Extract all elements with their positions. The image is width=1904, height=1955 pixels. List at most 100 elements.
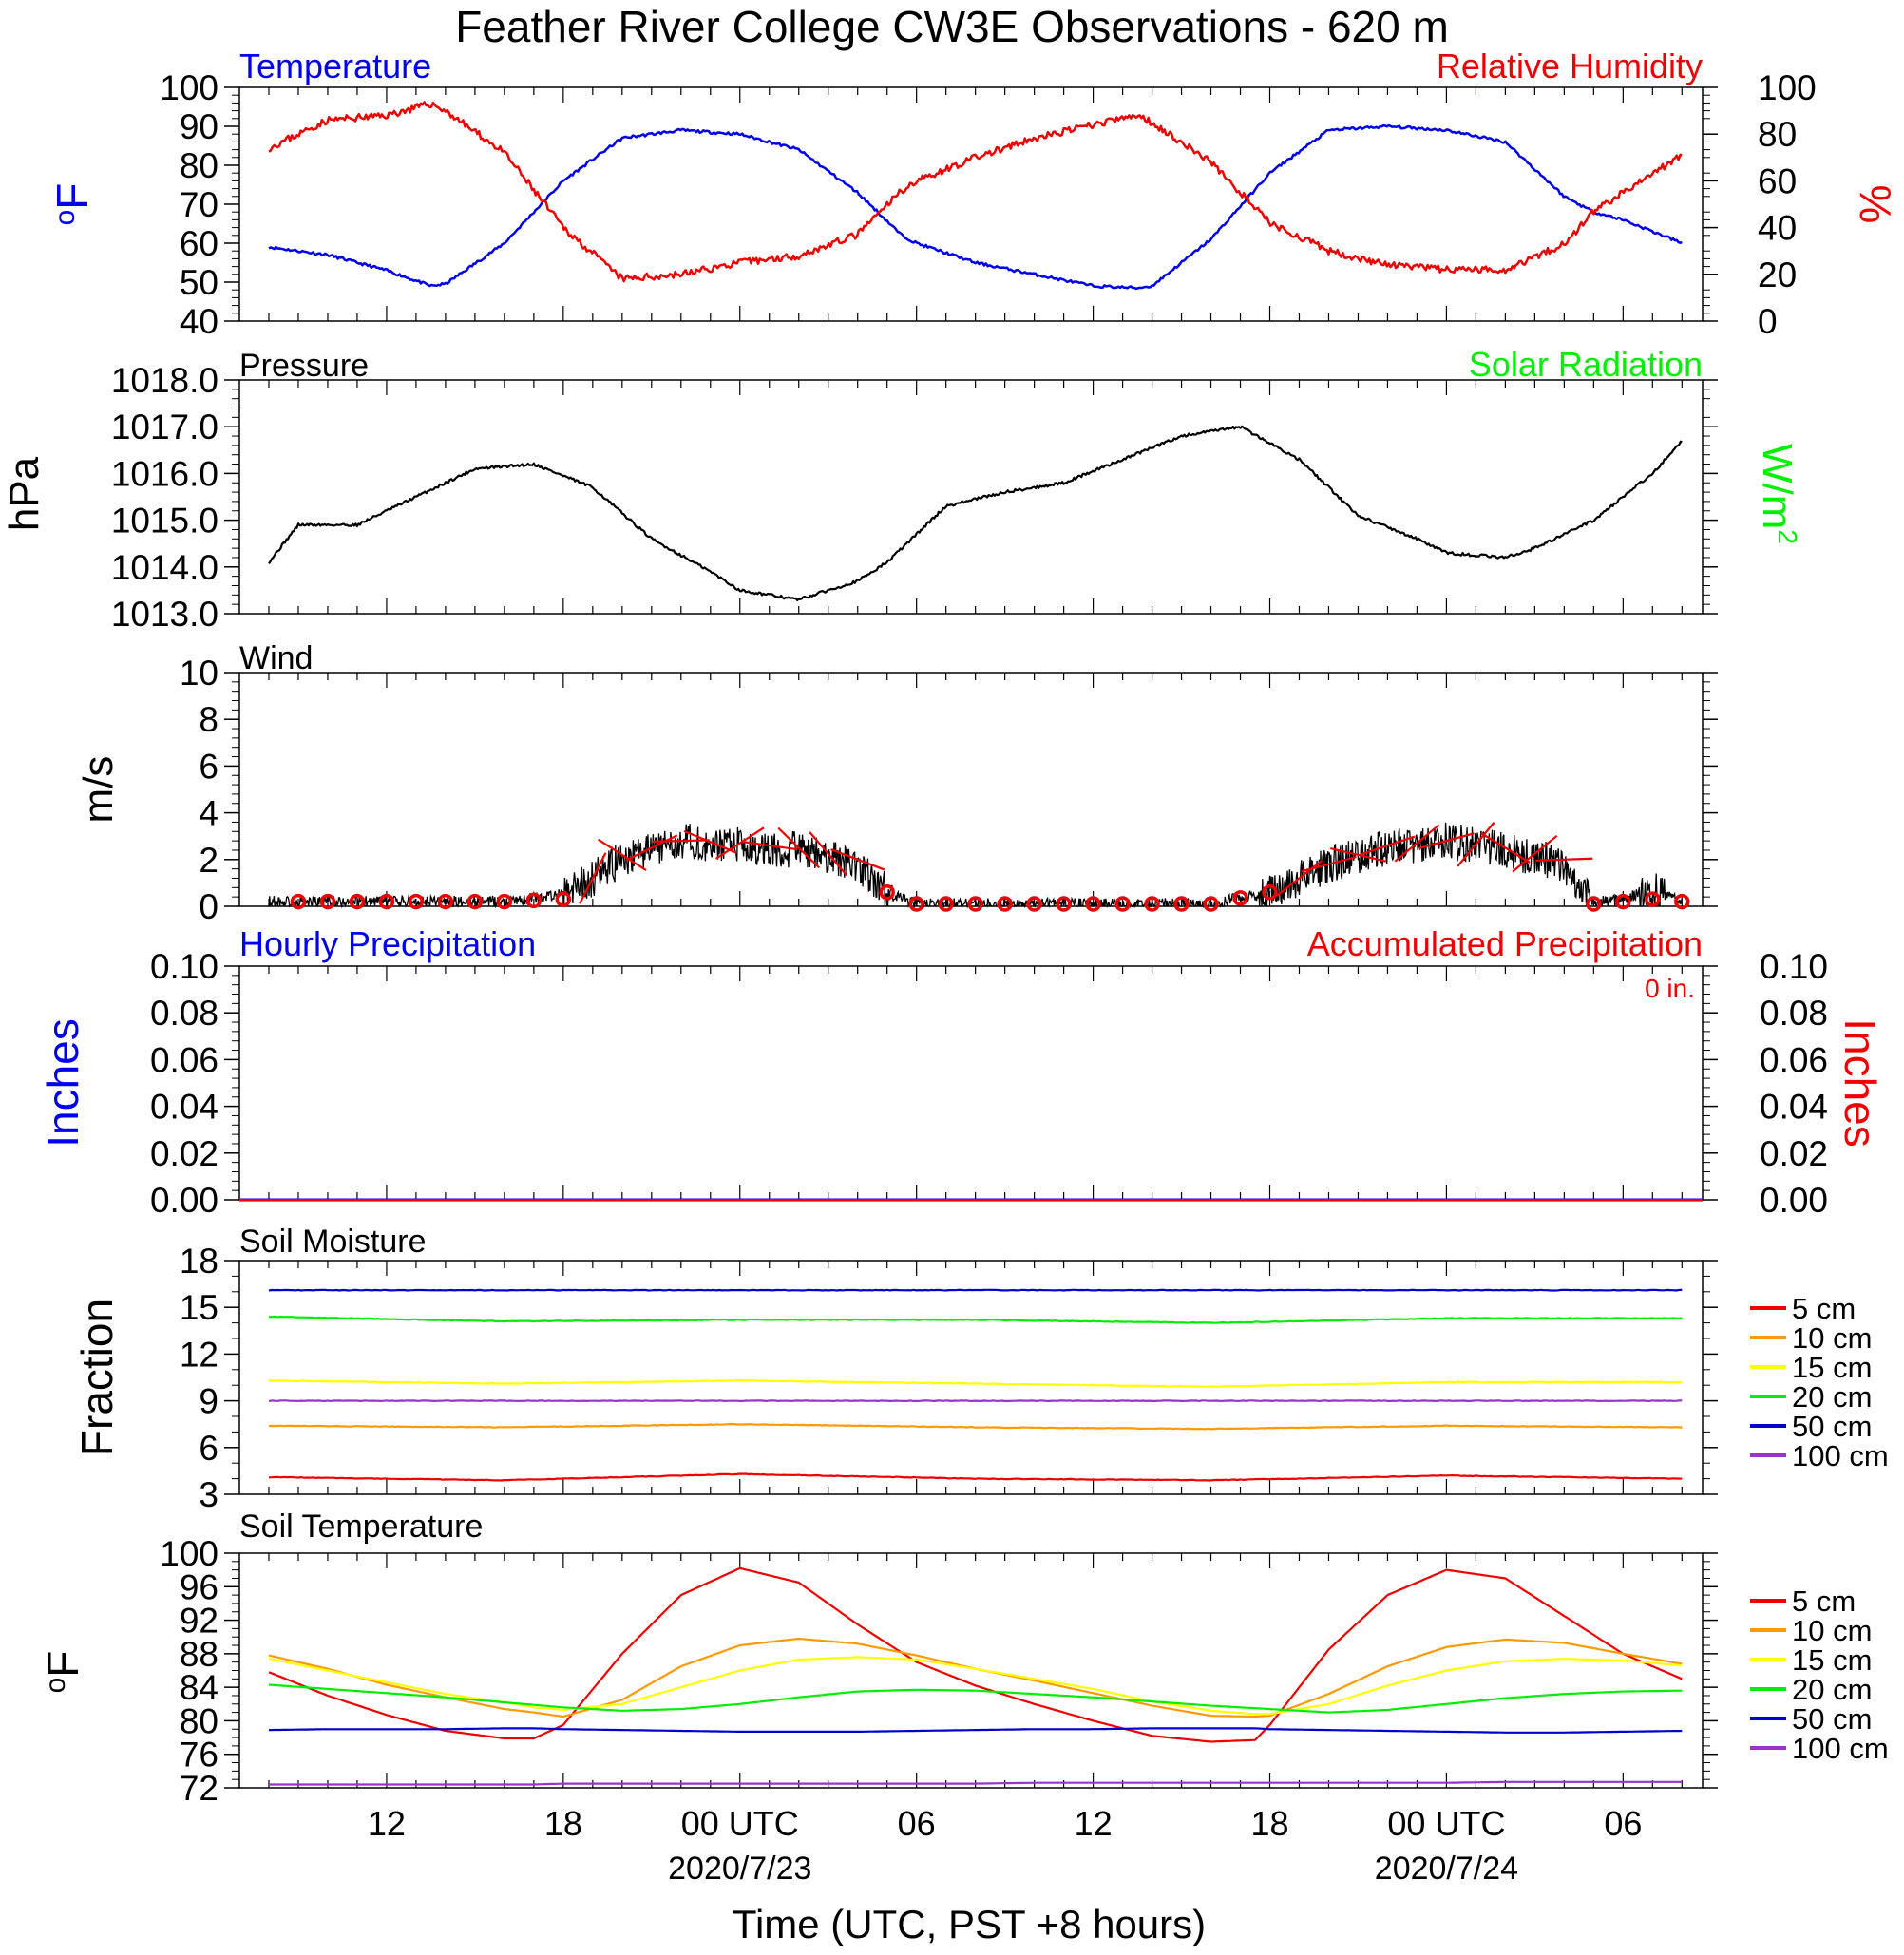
wind-calm-marker bbox=[466, 893, 484, 910]
y-tick-label: 70 bbox=[180, 185, 219, 224]
legend-label: 5 cm bbox=[1792, 1292, 1856, 1325]
series-line-soil-moisture-5cm bbox=[268, 1472, 1683, 1482]
series-line-soil-temp-100cm bbox=[269, 1780, 1683, 1786]
x-date-label: 2020/7/24 bbox=[1375, 1851, 1518, 1887]
x-tick-label: 12 bbox=[368, 1804, 406, 1843]
y-tick-label: 10 bbox=[180, 654, 219, 693]
series-line-temperature bbox=[268, 123, 1683, 291]
y-tick-label: 88 bbox=[180, 1635, 219, 1674]
y-tick-label-right: 0.04 bbox=[1760, 1088, 1828, 1127]
y-tick-label-right: 0.08 bbox=[1760, 994, 1828, 1033]
wind-barb bbox=[1457, 822, 1495, 867]
y-tick-label: 0.00 bbox=[150, 1181, 219, 1220]
y-tick-label: 90 bbox=[180, 107, 219, 146]
y-axis-label-left: hPa bbox=[1, 456, 48, 531]
y-tick-label: 72 bbox=[180, 1769, 219, 1808]
plot-frame bbox=[238, 965, 1704, 1201]
y-tick-label-right: 0.02 bbox=[1760, 1134, 1828, 1173]
y-tick-label: 60 bbox=[180, 224, 219, 263]
y-tick-label: 0.10 bbox=[150, 947, 219, 986]
y-tick-label-right: 60 bbox=[1758, 161, 1797, 200]
x-date-label: 2020/7/23 bbox=[668, 1851, 811, 1887]
y-tick-label: 50 bbox=[180, 263, 219, 302]
legend-label: 100 cm bbox=[1792, 1439, 1889, 1472]
y-tick-label: 12 bbox=[180, 1335, 219, 1374]
legend-label: 10 cm bbox=[1792, 1614, 1872, 1647]
x-tick-label: 06 bbox=[1604, 1804, 1642, 1843]
y-tick-label: 1015.0 bbox=[111, 502, 219, 541]
y-tick-label-right: 40 bbox=[1758, 209, 1797, 248]
series-title-soil-moisture: Soil Moisture bbox=[239, 1224, 427, 1260]
series-line-soil-temp-50cm bbox=[269, 1727, 1683, 1734]
x-tick-label: 06 bbox=[898, 1804, 936, 1843]
wind-calm-marker bbox=[879, 883, 895, 901]
y-tick-label: 2 bbox=[199, 841, 219, 880]
wind-calm-marker bbox=[496, 893, 513, 910]
y-tick-label: 40 bbox=[180, 302, 219, 341]
y-tick-label: 1017.0 bbox=[111, 408, 219, 446]
wind-calm-marker bbox=[997, 896, 1013, 912]
wind-barb bbox=[1276, 860, 1323, 897]
wind-calm-marker bbox=[1615, 893, 1631, 910]
wind-barb bbox=[740, 840, 798, 851]
y-tick-label: 0.02 bbox=[150, 1134, 219, 1173]
series-title-soil-temperature: Soil Temperature bbox=[239, 1509, 483, 1545]
x-axis-label: Time (UTC, PST +8 hours) bbox=[733, 1902, 1206, 1946]
y-tick-label: 0.04 bbox=[150, 1088, 219, 1127]
x-tick-label: 18 bbox=[544, 1804, 582, 1843]
series-line-soil-moisture-15cm bbox=[268, 1378, 1683, 1388]
wind-calm-marker bbox=[408, 893, 425, 910]
y-tick-label: 6 bbox=[199, 1429, 219, 1468]
wind-barb bbox=[1535, 857, 1593, 862]
wind-barb bbox=[579, 852, 607, 904]
wind-calm-marker bbox=[967, 896, 983, 912]
y-tick-label: 80 bbox=[180, 146, 219, 185]
wind-calm-marker bbox=[1586, 896, 1602, 912]
y-tick-label: 1014.0 bbox=[111, 548, 219, 587]
precip-total: 0 in. bbox=[1645, 974, 1695, 1003]
wind-calm-marker bbox=[555, 891, 572, 907]
y-tick-label: 9 bbox=[199, 1382, 219, 1421]
series-title-pressure: Pressure bbox=[239, 348, 369, 384]
y-axis-label-left: Inches bbox=[38, 1018, 87, 1148]
series-title-solar: Solar Radiation bbox=[1469, 345, 1703, 384]
y-tick-label-right: 0.06 bbox=[1760, 1040, 1828, 1079]
legend-label: 20 cm bbox=[1792, 1380, 1872, 1414]
legend-label: 50 cm bbox=[1792, 1702, 1872, 1736]
wind-barb bbox=[809, 831, 848, 877]
legend-label: 20 cm bbox=[1792, 1673, 1872, 1706]
panel-pressure: 1018.0 1017.0 1016.0 1015.0 1014.0 1013.0 Pres… bbox=[1, 345, 1802, 634]
wind-calm-marker bbox=[938, 896, 954, 912]
y-tick-label: 18 bbox=[180, 1242, 219, 1281]
wind-calm-marker bbox=[1114, 896, 1131, 912]
wind-calm-marker bbox=[437, 893, 454, 910]
series-title-temperature: Temperature bbox=[239, 47, 431, 85]
wind-barb bbox=[625, 834, 678, 862]
wind-calm-marker bbox=[1056, 896, 1072, 912]
y-tick-label-right: 80 bbox=[1758, 115, 1797, 154]
legend-label: 15 cm bbox=[1792, 1351, 1872, 1384]
series-title-hourly-precip: Hourly Precipitation bbox=[239, 924, 536, 963]
series-line-pressure bbox=[268, 425, 1683, 601]
wind-calm-marker bbox=[1262, 883, 1278, 901]
y-tick-label-right: 0.10 bbox=[1760, 947, 1828, 986]
wind-calm-marker bbox=[1026, 896, 1042, 912]
wind-calm-marker bbox=[349, 893, 366, 910]
y-tick-label: 15 bbox=[180, 1288, 219, 1327]
wind-calm-marker bbox=[290, 893, 307, 910]
y-tick-label: 80 bbox=[180, 1701, 219, 1740]
wind-barb bbox=[652, 839, 710, 843]
y-tick-label: 0.06 bbox=[150, 1040, 219, 1079]
panel-precipitation: 0.10 0.08 0.06 0.04 0.02 0.00 0.10 0.08 0.06 0.04… bbox=[38, 924, 1885, 1220]
wind-barb bbox=[1329, 847, 1386, 863]
plot-frame bbox=[238, 379, 1704, 615]
y-tick-label: 0 bbox=[199, 887, 219, 926]
series-title-rh: Relative Humidity bbox=[1437, 47, 1703, 85]
legend-label: 50 cm bbox=[1792, 1410, 1872, 1443]
y-tick-label: 3 bbox=[199, 1475, 219, 1514]
y-tick-label: 100 bbox=[160, 68, 219, 107]
